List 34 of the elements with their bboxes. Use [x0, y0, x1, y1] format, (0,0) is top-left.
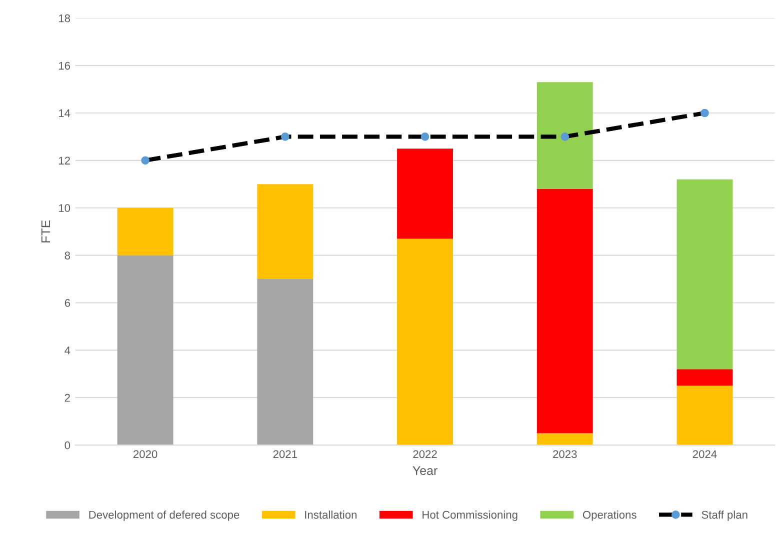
legend-label: Hot Commissioning — [422, 510, 518, 521]
bar — [397, 148, 453, 239]
bar — [397, 238, 453, 446]
x-tick-label: 2023 — [553, 450, 577, 458]
bar — [676, 179, 733, 370]
legend-label: Installation — [305, 510, 357, 519]
bar — [117, 208, 174, 256]
x-tick-label: 2022 — [413, 450, 437, 458]
y-tick-label: 16 — [58, 62, 70, 70]
y-tick-label: 18 — [58, 14, 70, 22]
bar — [257, 184, 314, 280]
y-tick-label: 10 — [58, 204, 70, 212]
bar — [676, 386, 733, 446]
y-tick-label: 8 — [64, 252, 70, 260]
bar — [676, 369, 733, 386]
y-tick-label: 4 — [64, 346, 70, 354]
bar — [536, 82, 593, 189]
x-tick-label: 2020 — [134, 450, 158, 458]
bar — [536, 188, 593, 434]
y-tick-label: 2 — [64, 394, 70, 402]
y-tick-label: 6 — [64, 299, 70, 307]
x-tick-label: 2021 — [273, 450, 297, 458]
bar — [117, 255, 174, 446]
y-tick-label: 14 — [58, 109, 70, 118]
legend-label: Staff plan — [702, 510, 748, 521]
legend-label: Operations — [582, 510, 636, 521]
y-tick-label: 0 — [64, 441, 70, 450]
legend-label: Development of defered scope — [89, 510, 240, 521]
bar — [257, 279, 314, 446]
x-axis-title: Year — [412, 466, 438, 476]
y-tick-label: 12 — [58, 156, 70, 164]
y-axis-title: FTE — [41, 220, 50, 242]
bar — [536, 433, 593, 446]
x-tick-label: 2024 — [692, 450, 717, 458]
